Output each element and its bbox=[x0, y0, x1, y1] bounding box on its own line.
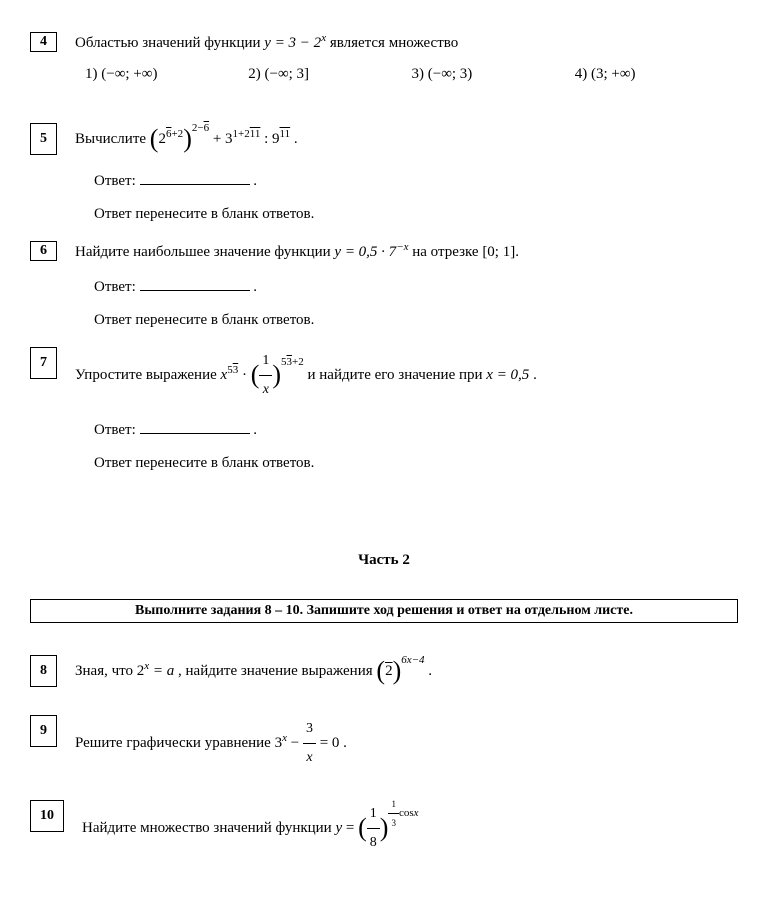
q4-opt-2: 2) (−∞; 3] bbox=[248, 66, 411, 83]
q6-text-a: Найдите наибольшее значение функции bbox=[75, 244, 334, 260]
q9-dot: . bbox=[343, 735, 347, 751]
q5-dot: . bbox=[253, 173, 257, 189]
q8-text-b: , найдите значение выражения bbox=[178, 663, 376, 679]
q10-formula: y = (18)13cosx bbox=[335, 820, 418, 836]
q7-answer-label: Ответ: bbox=[94, 422, 140, 438]
q4-text-b: является множество bbox=[330, 35, 458, 51]
q4-formula: y = 3 − 2x bbox=[264, 35, 326, 51]
q9-text-a: Решите графически уравнение bbox=[75, 735, 275, 751]
qbody-5: Вычислите (26+2)2−6 + 31+211 : 911 . bbox=[75, 123, 738, 154]
question-6: 6 Найдите наибольшее значение функции y … bbox=[30, 241, 738, 261]
q8-f1: 2x = a bbox=[137, 663, 175, 679]
q5-text: Вычислите bbox=[75, 131, 150, 147]
qnum-7: 7 bbox=[30, 347, 57, 379]
q6-answer-label: Ответ: bbox=[94, 279, 140, 295]
q8-text-a: Зная, что bbox=[75, 663, 137, 679]
question-5: 5 Вычислите (26+2)2−6 + 31+211 : 911 . bbox=[30, 123, 738, 155]
q6-text-b: на отрезке [0; 1]. bbox=[412, 244, 519, 260]
q7-answer-blank[interactable] bbox=[140, 420, 250, 434]
q7-answer-row: Ответ: . bbox=[94, 420, 738, 439]
q9-formula: 3x − 3x = 0 bbox=[275, 735, 344, 751]
qnum-10: 10 bbox=[30, 800, 64, 832]
q7-transfer: Ответ перенесите в бланк ответов. bbox=[94, 455, 738, 472]
q6-answer-blank[interactable] bbox=[140, 277, 250, 291]
qnum-9: 9 bbox=[30, 715, 57, 747]
question-9: 9 Решите графически уравнение 3x − 3x = … bbox=[30, 715, 738, 772]
q7-dot: . bbox=[253, 422, 257, 438]
qbody-6: Найдите наибольшее значение функции y = … bbox=[75, 241, 738, 261]
q4-options: 1) (−∞; +∞) 2) (−∞; 3] 3) (−∞; 3) 4) (3;… bbox=[75, 66, 738, 83]
q4-opt-4: 4) (3; +∞) bbox=[575, 66, 738, 83]
q6-answer-row: Ответ: . bbox=[94, 277, 738, 296]
qbody-7: Упростите выражение x53 · (1x)53+2 и най… bbox=[75, 347, 738, 404]
q6-transfer: Ответ перенесите в бланк ответов. bbox=[94, 312, 738, 329]
q5-formula: (26+2)2−6 + 31+211 : 911 . bbox=[150, 131, 298, 147]
qnum-5: 5 bbox=[30, 123, 57, 155]
qbody-8: Зная, что 2x = a , найдите значение выра… bbox=[75, 655, 738, 686]
q4-opt-3: 3) (−∞; 3) bbox=[412, 66, 575, 83]
q5-transfer: Ответ перенесите в бланк ответов. bbox=[94, 206, 738, 223]
q4-text-a: Областью значений функции bbox=[75, 35, 264, 51]
q7-dot-end: . bbox=[533, 367, 537, 383]
question-10: 10 Найдите множество значений функции y … bbox=[30, 800, 738, 857]
q5-answer-blank[interactable] bbox=[140, 171, 250, 185]
q4-opt-1: 1) (−∞; +∞) bbox=[85, 66, 248, 83]
part-2-heading: Часть 2 bbox=[30, 552, 738, 569]
question-4: 4 Областью значений функции y = 3 − 2x я… bbox=[30, 32, 738, 83]
q5-answer-label: Ответ: bbox=[94, 173, 140, 189]
qbody-10: Найдите множество значений функции y = (… bbox=[82, 800, 738, 857]
q8-dot: . bbox=[428, 663, 432, 679]
q7-at: x = 0,5 bbox=[486, 367, 529, 383]
q6-dot: . bbox=[253, 279, 257, 295]
q7-text-a: Упростите выражение bbox=[75, 367, 221, 383]
qbody-4: Областью значений функции y = 3 − 2x явл… bbox=[75, 32, 738, 83]
qbody-9: Решите графически уравнение 3x − 3x = 0 … bbox=[75, 715, 738, 772]
qnum-6: 6 bbox=[30, 241, 57, 261]
instruction-box: Выполните задания 8 – 10. Запишите ход р… bbox=[30, 599, 738, 623]
q10-text-a: Найдите множество значений функции bbox=[82, 820, 335, 836]
qnum-8: 8 bbox=[30, 655, 57, 687]
q7-text-b: и найдите его значение при bbox=[308, 367, 487, 383]
q8-f2: (2)6x−4 bbox=[376, 663, 428, 679]
question-7: 7 Упростите выражение x53 · (1x)53+2 и н… bbox=[30, 347, 738, 404]
q7-formula: x53 · (1x)53+2 bbox=[221, 367, 308, 383]
q6-formula: y = 0,5 · 7−x bbox=[334, 244, 408, 260]
q5-answer-row: Ответ: . bbox=[94, 171, 738, 190]
qnum-4: 4 bbox=[30, 32, 57, 52]
question-8: 8 Зная, что 2x = a , найдите значение вы… bbox=[30, 655, 738, 687]
